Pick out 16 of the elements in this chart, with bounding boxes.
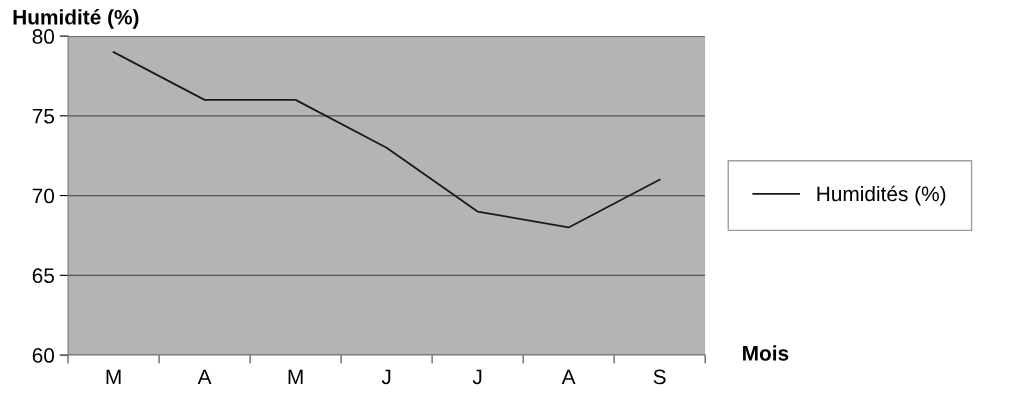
x-tick-label: M: [106, 369, 121, 385]
y-axis-title: Humidité (%): [13, 9, 139, 29]
x-tick-label: M: [288, 369, 303, 385]
x-tick-label: A: [561, 369, 576, 385]
y-tick-label: 70: [32, 188, 55, 204]
legend-label: Humidités (%): [817, 185, 946, 206]
x-tick-label: A: [197, 369, 212, 385]
line-series: [112, 51, 661, 229]
y-tick-label: 60: [32, 348, 55, 363]
x-axis-title: Mois: [743, 345, 789, 361]
x-tick-label: J: [381, 369, 391, 385]
y-tick-label: 80: [32, 29, 55, 44]
y-tick-label: 75: [32, 109, 55, 124]
x-tick-label: S: [653, 369, 666, 385]
x-tick-label: J: [472, 369, 482, 385]
y-tick-label: 65: [32, 268, 55, 284]
